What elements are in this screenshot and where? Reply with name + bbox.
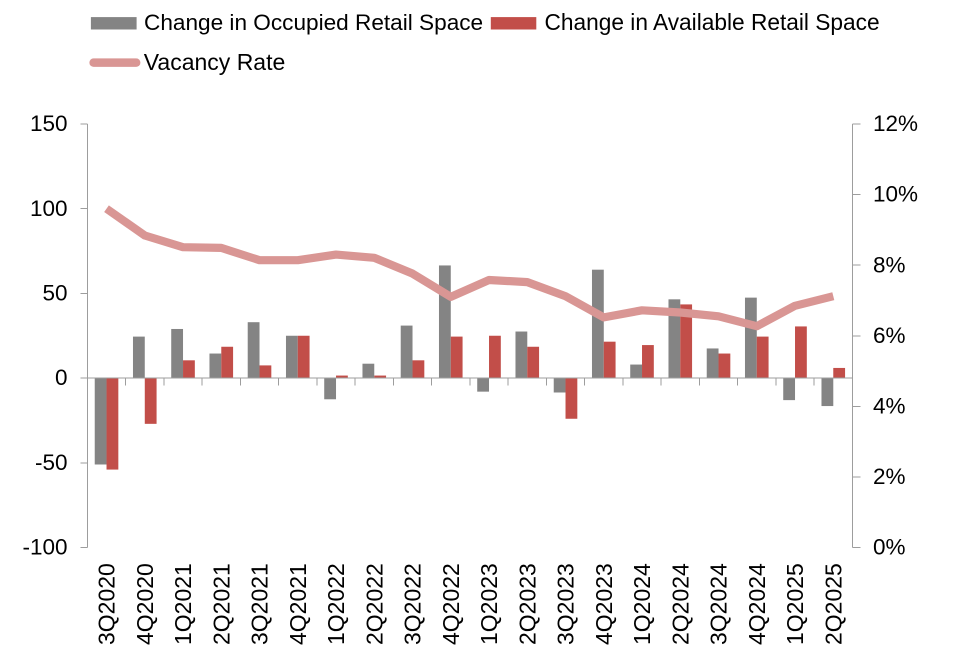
svg-text:3Q2022: 3Q2022 — [400, 563, 426, 645]
svg-text:Change in Available Retail Spa: Change in Available Retail Space — [545, 9, 880, 35]
svg-text:12%: 12% — [873, 111, 918, 136]
svg-text:4%: 4% — [873, 393, 906, 418]
svg-text:3Q2021: 3Q2021 — [247, 563, 273, 645]
svg-text:4Q2023: 4Q2023 — [591, 563, 617, 645]
svg-text:4Q2024: 4Q2024 — [744, 563, 770, 645]
svg-text:10%: 10% — [873, 182, 918, 207]
svg-text:3Q2024: 3Q2024 — [706, 563, 732, 645]
svg-text:50: 50 — [42, 281, 67, 306]
svg-text:4Q2022: 4Q2022 — [438, 563, 464, 645]
svg-text:150: 150 — [30, 111, 68, 136]
svg-text:4Q2020: 4Q2020 — [132, 563, 158, 645]
svg-text:1Q2023: 1Q2023 — [476, 563, 502, 645]
svg-text:1Q2025: 1Q2025 — [782, 563, 808, 645]
svg-text:Change in Occupied Retail Spac: Change in Occupied Retail Space — [144, 10, 483, 35]
svg-text:0%: 0% — [873, 535, 906, 560]
svg-text:2%: 2% — [873, 464, 906, 489]
svg-text:1Q2024: 1Q2024 — [629, 563, 655, 645]
svg-text:1Q2021: 1Q2021 — [170, 563, 196, 645]
svg-text:-100: -100 — [22, 535, 67, 560]
svg-text:1Q2022: 1Q2022 — [323, 563, 349, 645]
svg-text:3Q2023: 3Q2023 — [553, 563, 579, 645]
svg-text:2Q2021: 2Q2021 — [209, 563, 235, 645]
svg-text:3Q2020: 3Q2020 — [94, 563, 120, 645]
svg-text:Vacancy Rate: Vacancy Rate — [144, 49, 285, 75]
svg-text:2Q2023: 2Q2023 — [515, 563, 541, 645]
svg-text:2Q2025: 2Q2025 — [821, 563, 847, 645]
svg-text:-50: -50 — [35, 450, 68, 475]
svg-text:2Q2024: 2Q2024 — [668, 563, 694, 645]
svg-text:4Q2021: 4Q2021 — [285, 563, 311, 645]
svg-text:0: 0 — [55, 365, 68, 390]
svg-text:100: 100 — [30, 196, 68, 221]
svg-text:2Q2022: 2Q2022 — [362, 563, 388, 645]
svg-text:6%: 6% — [873, 323, 906, 348]
svg-text:8%: 8% — [873, 252, 906, 277]
